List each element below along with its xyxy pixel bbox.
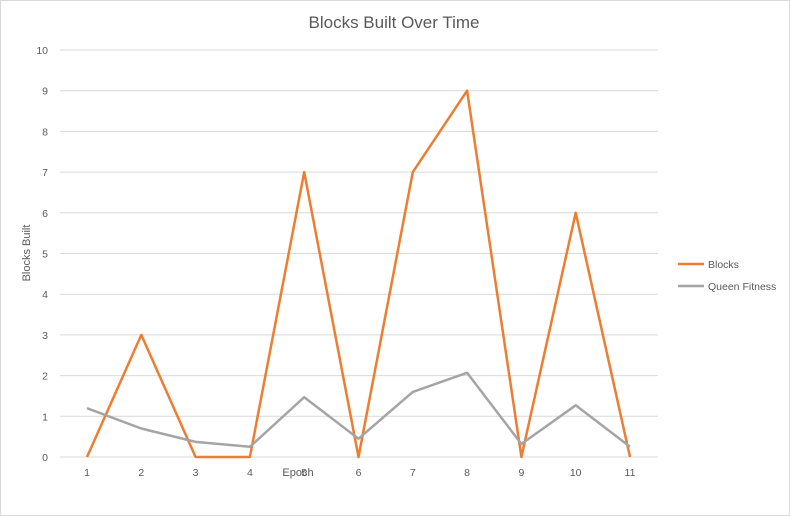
x-tick-label: 9: [518, 467, 524, 479]
x-axis-ticks: 1 2 3 4 5 6 7 8 9 10 11: [84, 467, 636, 479]
y-tick-label: 5: [42, 249, 48, 261]
y-tick-label: 3: [42, 330, 48, 342]
legend-label: Queen Fitness: [708, 281, 776, 293]
x-axis-label: Epoch: [282, 467, 313, 479]
x-tick-label: 1: [84, 467, 90, 479]
series-lines: [87, 91, 630, 457]
x-tick-label: 6: [356, 467, 362, 479]
y-tick-label: 10: [36, 45, 48, 57]
y-axis-ticks: 0 1 2 3 4 5 6 7 8 9 10: [36, 45, 48, 464]
series-line-queen-fitness: [87, 373, 630, 447]
y-tick-label: 2: [42, 371, 48, 383]
gridlines: [60, 50, 658, 457]
x-tick-label: 2: [138, 467, 144, 479]
x-tick-label: 3: [193, 467, 199, 479]
x-tick-label: 10: [570, 467, 582, 479]
series-line-blocks: [87, 91, 630, 457]
chart-title: Blocks Built Over Time: [309, 13, 480, 32]
x-tick-label: 7: [410, 467, 416, 479]
y-tick-label: 7: [42, 167, 48, 179]
legend: Blocks Queen Fitness: [678, 259, 776, 293]
y-tick-label: 0: [42, 452, 48, 464]
x-tick-label: 8: [464, 467, 470, 479]
y-tick-label: 4: [42, 289, 48, 301]
y-tick-label: 1: [42, 411, 48, 423]
y-tick-label: 8: [42, 126, 48, 138]
legend-label: Blocks: [708, 259, 739, 271]
y-tick-label: 9: [42, 86, 48, 98]
x-tick-label: 4: [247, 467, 253, 479]
x-tick-label: 11: [625, 467, 636, 479]
y-axis-label: Blocks Built: [21, 225, 33, 282]
y-tick-label: 6: [42, 208, 48, 220]
